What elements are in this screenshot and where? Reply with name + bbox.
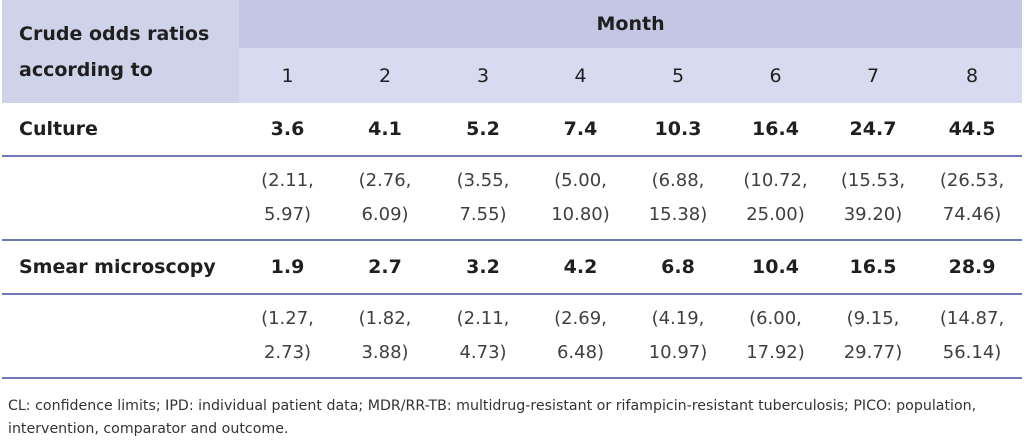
- table-footnote: CL: confidence limits; IPD: individual p…: [8, 398, 977, 437]
- odds-ratio-table: Crude odds ratios according to Month 1 2…: [2, 0, 1023, 379]
- or-value: 44.5: [922, 103, 1023, 157]
- ci-cell: (2.76, 6.09): [336, 156, 434, 241]
- ci-cell: (6.88, 15.38): [629, 156, 727, 241]
- or-value: 10.3: [629, 103, 727, 157]
- table-row-culture: Culture 3.6 4.1 5.2 7.4 10.3 16.4 24.7 4…: [2, 103, 1023, 157]
- or-value: 4.1: [336, 103, 434, 157]
- month-2: 2: [336, 48, 434, 103]
- month-8: 8: [922, 48, 1023, 103]
- ci-cell: (14.87, 56.14): [922, 294, 1023, 379]
- ci-label-empty: [2, 156, 239, 241]
- header-row-label: Crude odds ratios according to: [2, 0, 239, 103]
- or-value: 3.2: [434, 240, 532, 295]
- or-value: 7.4: [532, 103, 629, 157]
- table-row-culture-ci: (2.11, 5.97) (2.76, 6.09) (3.55, 7.55) (5.0…: [2, 156, 1023, 241]
- ci-cell: (10.72, 25.00): [727, 156, 824, 241]
- or-value: 6.8: [629, 240, 727, 295]
- ci-cell: (4.19, 10.97): [629, 294, 727, 379]
- ci-cell: (5.00, 10.80): [532, 156, 629, 241]
- row-label-culture: Culture: [2, 103, 239, 157]
- month-5: 5: [629, 48, 727, 103]
- header-row-months: 1 2 3 4 5 6 7 8: [2, 48, 1023, 103]
- or-value: 10.4: [727, 240, 824, 295]
- or-value: 1.9: [239, 240, 336, 295]
- or-value: 16.5: [824, 240, 922, 295]
- ci-label-empty: [2, 294, 239, 379]
- ci-cell: (2.69, 6.48): [532, 294, 629, 379]
- table-row-smear-ci: (1.27, 2.73) (1.82, 3.88) (2.11, 4.73) (2.6…: [2, 294, 1023, 379]
- or-value: 4.2: [532, 240, 629, 295]
- header-month: Month: [239, 0, 1023, 48]
- or-value: 3.6: [239, 103, 336, 157]
- ci-cell: (1.82, 3.88): [336, 294, 434, 379]
- ci-cell: (26.53, 74.46): [922, 156, 1023, 241]
- ci-cell: (1.27, 2.73): [239, 294, 336, 379]
- month-4: 4: [532, 48, 629, 103]
- row-label-smear: Smear microscopy: [2, 240, 239, 295]
- month-3: 3: [434, 48, 532, 103]
- ci-cell: (15.53, 39.20): [824, 156, 922, 241]
- header-row-group: Crude odds ratios according to Month: [2, 0, 1023, 103]
- or-value: 5.2: [434, 103, 532, 157]
- or-value: 16.4: [727, 103, 824, 157]
- ci-cell: (2.11, 4.73): [434, 294, 532, 379]
- ci-cell: (3.55, 7.55): [434, 156, 532, 241]
- or-value: 2.7: [336, 240, 434, 295]
- or-value: 28.9: [922, 240, 1023, 295]
- ci-cell: (9.15, 29.77): [824, 294, 922, 379]
- table-row-smear: Smear microscopy 1.9 2.7 3.2 4.2 6.8 10.…: [2, 240, 1023, 295]
- ci-cell: (2.11, 5.97): [239, 156, 336, 241]
- month-1: 1: [239, 48, 336, 103]
- or-value: 24.7: [824, 103, 922, 157]
- month-7: 7: [824, 48, 922, 103]
- month-6: 6: [727, 48, 824, 103]
- ci-cell: (6.00, 17.92): [727, 294, 824, 379]
